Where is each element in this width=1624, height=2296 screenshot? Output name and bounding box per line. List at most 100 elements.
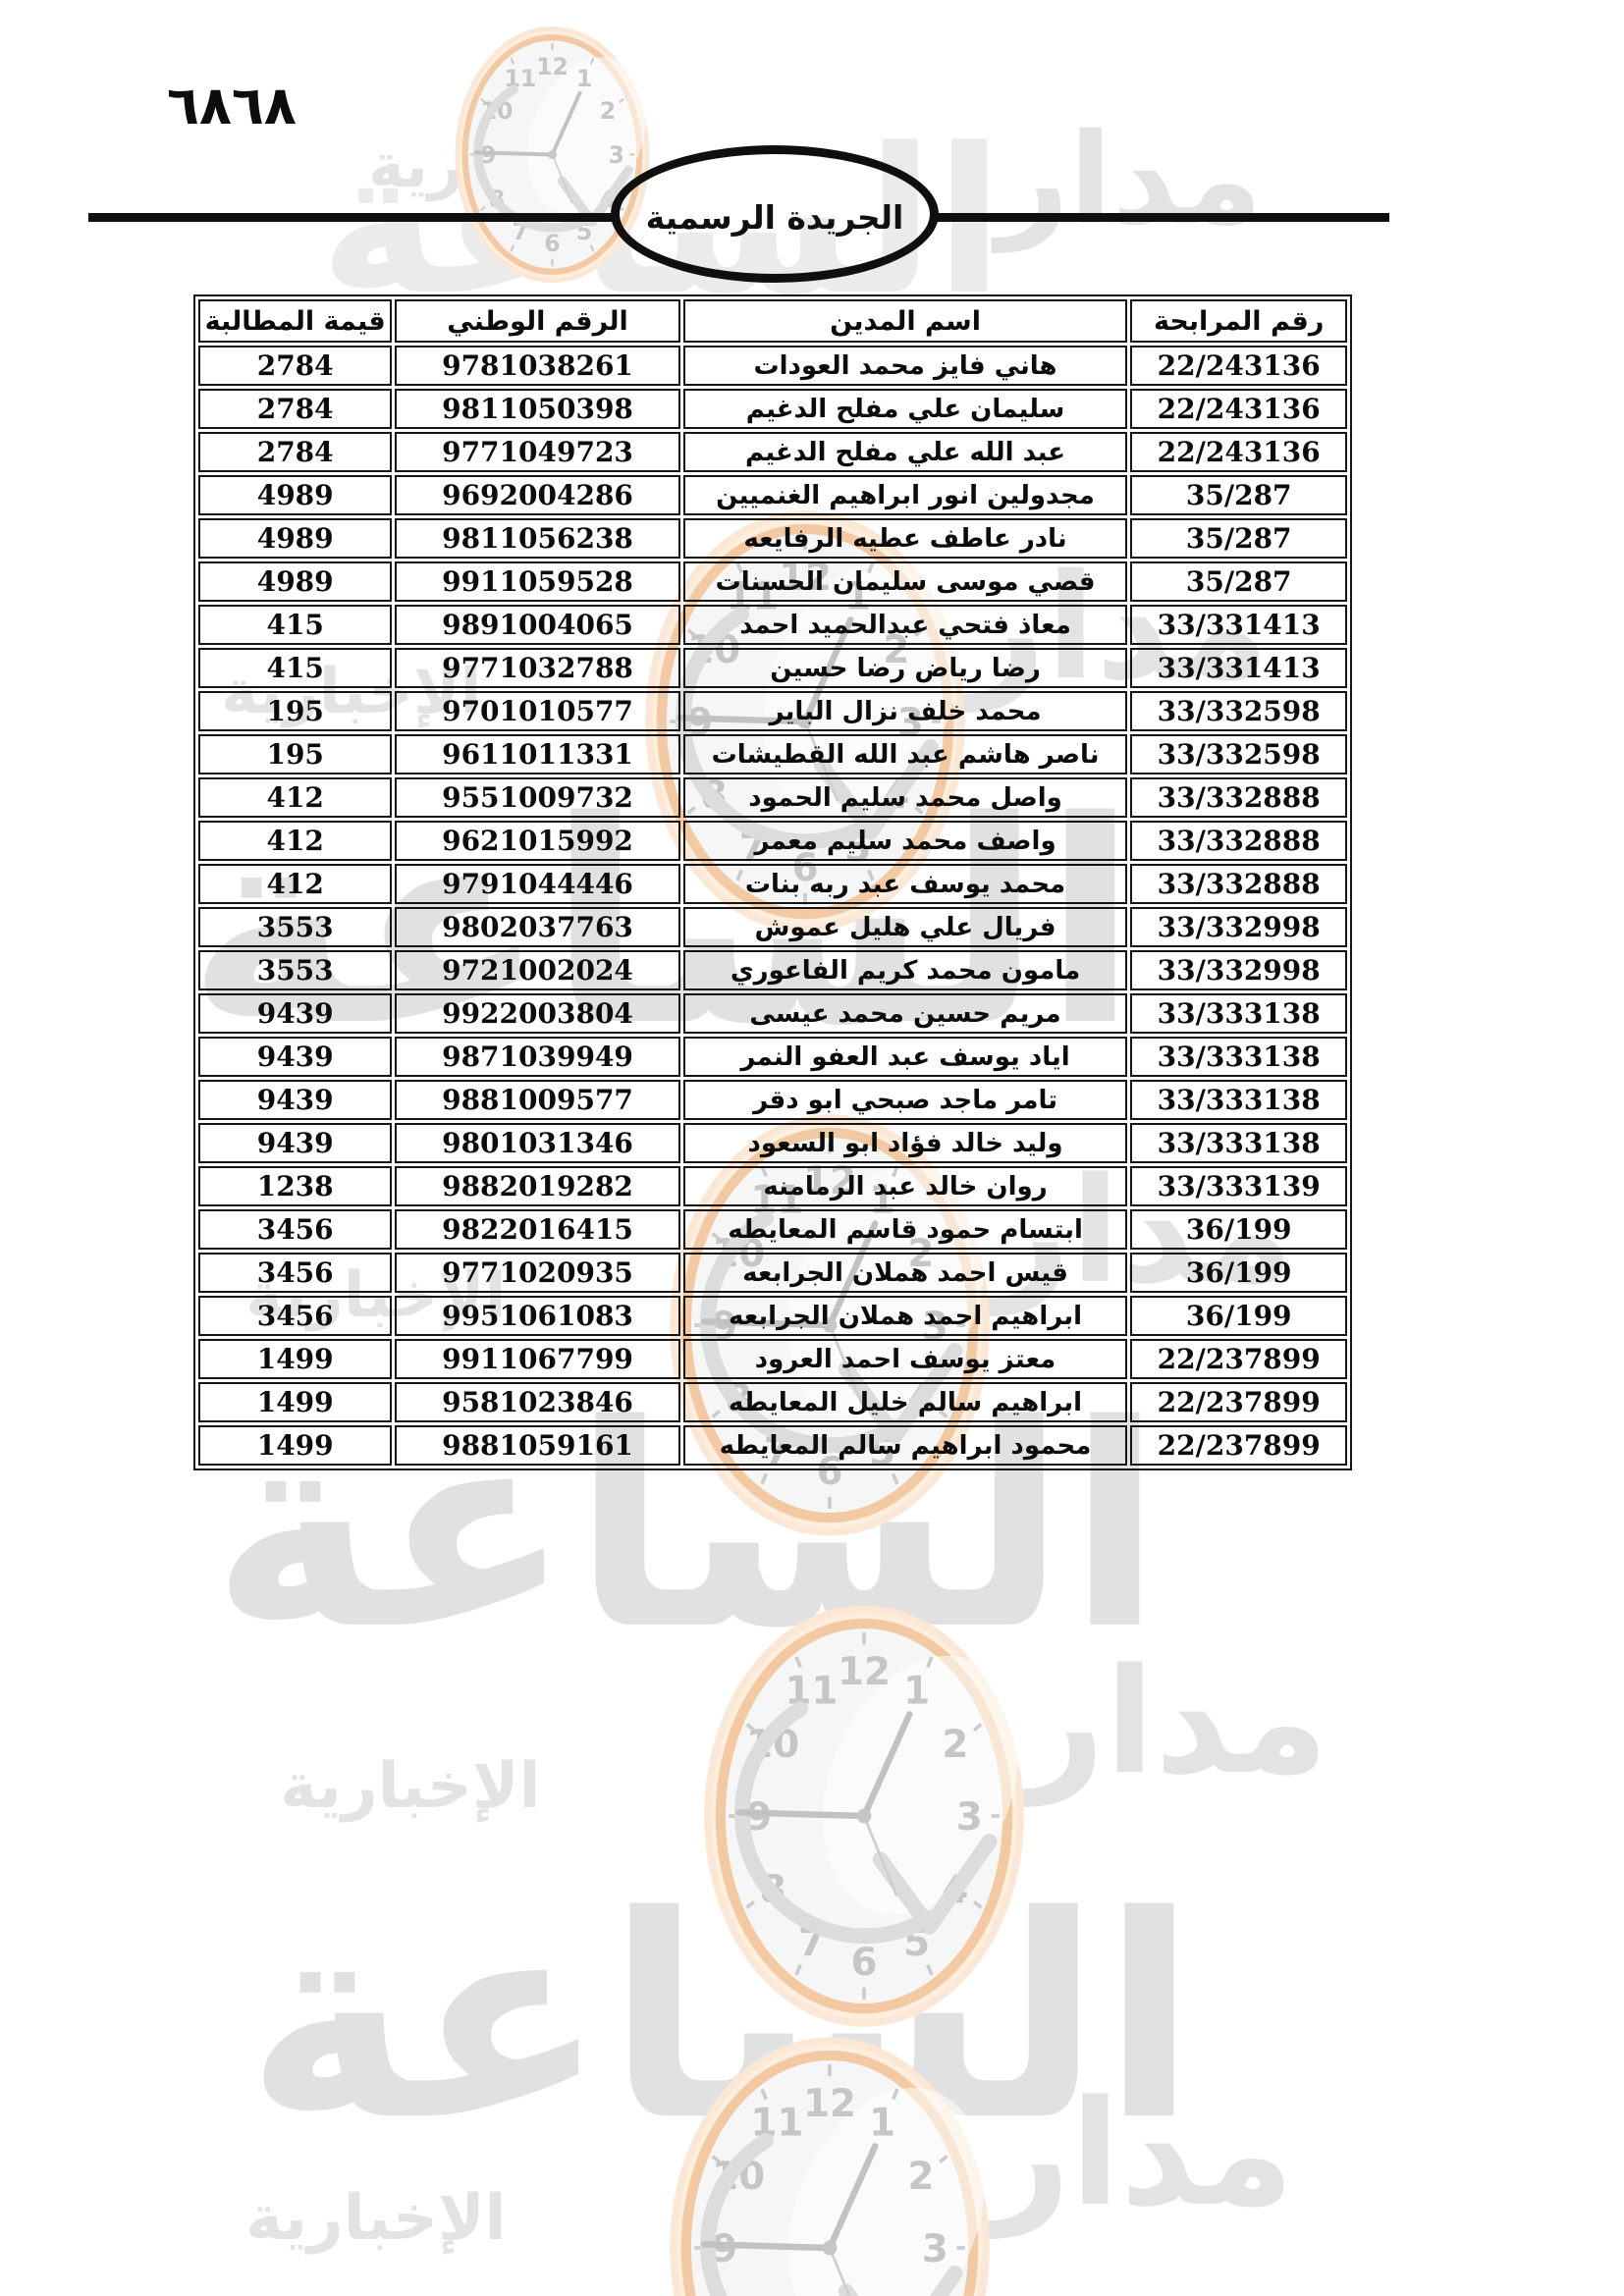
debtor-name-cell: محمود ابراهيم سالم المعايطه	[682, 1425, 1128, 1466]
murabaha-number-cell: 33/333138	[1130, 1080, 1347, 1120]
table-row: 33/333138 وليد خالد فؤاد ابو السعود 980103…	[198, 1123, 1347, 1163]
table-row: 33/332888 محمد يوسف عبد ربه بنات 979104444…	[198, 864, 1347, 904]
national-id-cell: 9611011331	[395, 734, 680, 774]
national-id-cell: 9621015992	[395, 821, 680, 861]
murabaha-number-cell: 35/287	[1130, 475, 1347, 515]
table-row: 33/333139 روان خالد عبد الرمامنه 988201928…	[198, 1166, 1347, 1206]
claim-value-cell: 2784	[198, 346, 393, 386]
debtor-name-cell: ابراهيم احمد هملان الجرابعه	[682, 1296, 1128, 1336]
claim-value-cell: 9439	[198, 993, 393, 1034]
table-row: 33/332888 واصل محمد سليم الحمود 9551009732…	[198, 777, 1347, 818]
claim-value-cell: 415	[198, 605, 393, 645]
claim-value-cell: 195	[198, 691, 393, 731]
murabaha-number-cell: 22/237899	[1130, 1382, 1347, 1422]
debtor-name-cell: قصي موسى سليمان الحسنات	[682, 561, 1128, 602]
murabaha-number-cell: 22/237899	[1130, 1339, 1347, 1379]
table-row: 35/287 قصي موسى سليمان الحسنات 9911059528 4…	[198, 561, 1347, 602]
national-id-cell: 9802037763	[395, 907, 680, 947]
national-id-cell: 9811050398	[395, 389, 680, 429]
table-row: 22/243136 عبد الله علي مفلح الدغيم 9771049…	[198, 432, 1347, 472]
murabaha-number-cell: 33/333139	[1130, 1166, 1347, 1206]
debtor-name-cell: وليد خالد فؤاد ابو السعود	[682, 1123, 1128, 1163]
murabaha-number-cell: 36/199	[1130, 1209, 1347, 1250]
gazette-banner: الجريدة الرسمية	[611, 145, 939, 283]
claim-value-cell: 412	[198, 864, 393, 904]
debtor-name-cell: محمد يوسف عبد ربه بنات	[682, 864, 1128, 904]
national-id-cell: 9701010577	[395, 691, 680, 731]
debtor-name-cell: مامون محمد كريم الفاعوري	[682, 950, 1128, 990]
debtor-name-cell: واصل محمد سليم الحمود	[682, 777, 1128, 818]
national-id-cell: 9721002024	[395, 950, 680, 990]
debtor-name-cell: سليمان علي مفلح الدغيم	[682, 389, 1128, 429]
header-claim-value: قيمة المطالبة	[198, 299, 393, 343]
murabaha-number-cell: 33/333138	[1130, 1037, 1347, 1077]
national-id-cell: 9781038261	[395, 346, 680, 386]
header-murabaha-number: رقم المرابحة	[1130, 299, 1347, 343]
table-row: 36/199 ابراهيم احمد هملان الجرابعه 9951061…	[198, 1296, 1347, 1336]
claim-value-cell: 1499	[198, 1425, 393, 1466]
debtor-name-cell: نادر عاطف عطيه الرفايعه	[682, 518, 1128, 559]
murabaha-number-cell: 22/237899	[1130, 1425, 1347, 1466]
national-id-cell: 9692004286	[395, 475, 680, 515]
table-row: 22/237899 محمود ابراهيم سالم المعايطه 9881…	[198, 1425, 1347, 1466]
murabaha-number-cell: 22/243136	[1130, 432, 1347, 472]
murabaha-number-cell: 33/332598	[1130, 734, 1347, 774]
murabaha-number-cell: 33/332888	[1130, 777, 1347, 818]
claim-value-cell: 4989	[198, 561, 393, 602]
claim-value-cell: 412	[198, 821, 393, 861]
murabaha-number-cell: 35/287	[1130, 518, 1347, 559]
debtor-name-cell: مريم حسين محمد عيسى	[682, 993, 1128, 1034]
table-row: 33/332998 مامون محمد كريم الفاعوري 9721002…	[198, 950, 1347, 990]
debtors-table: رقم المرابحة اسم المدين الرقم الوطني قيم…	[193, 294, 1352, 1470]
table-row: 35/287 مجدولين انور ابراهيم الغنميين 96920…	[198, 475, 1347, 515]
debtor-name-cell: ناصر هاشم عبد الله القطيشات	[682, 734, 1128, 774]
table-row: 33/332598 ناصر هاشم عبد الله القطيشات 9611…	[198, 734, 1347, 774]
gazette-banner-title: الجريدة الرسمية	[645, 197, 904, 237]
national-id-cell: 9881009577	[395, 1080, 680, 1120]
table-row: 22/243136 هاني فايز محمد العودات 978103826…	[198, 346, 1347, 386]
murabaha-number-cell: 33/332598	[1130, 691, 1347, 731]
murabaha-number-cell: 22/243136	[1130, 389, 1347, 429]
national-id-cell: 9791044446	[395, 864, 680, 904]
table-row: 33/333138 اياد يوسف عبد العفو النمر 987103…	[198, 1037, 1347, 1077]
national-id-cell: 9801031346	[395, 1123, 680, 1163]
claim-value-cell: 3553	[198, 950, 393, 990]
table-row: 33/333138 مريم حسين محمد عيسى 9922003804 94…	[198, 993, 1347, 1034]
claim-value-cell: 3456	[198, 1209, 393, 1250]
murabaha-number-cell: 33/332998	[1130, 950, 1347, 990]
debtor-name-cell: روان خالد عبد الرمامنه	[682, 1166, 1128, 1206]
murabaha-number-cell: 36/199	[1130, 1253, 1347, 1293]
debtor-name-cell: معتز يوسف احمد العرود	[682, 1339, 1128, 1379]
claim-value-cell: 3456	[198, 1296, 393, 1336]
national-id-cell: 9922003804	[395, 993, 680, 1034]
debtors-table-body: 22/243136 هاني فايز محمد العودات 978103826…	[198, 346, 1347, 1466]
debtor-name-cell: تامر ماجد صبحي ابو دقر	[682, 1080, 1128, 1120]
debtor-name-cell: ابراهيم سالم خليل المعايطه	[682, 1382, 1128, 1422]
claim-value-cell: 1238	[198, 1166, 393, 1206]
header-rule-left	[88, 213, 619, 222]
table-row: 36/199 ابتسام حمود قاسم المعايطه 982201641…	[198, 1209, 1347, 1250]
national-id-cell: 9891004065	[395, 605, 680, 645]
table-header-row: رقم المرابحة اسم المدين الرقم الوطني قيم…	[198, 299, 1347, 343]
claim-value-cell: 195	[198, 734, 393, 774]
claim-value-cell: 4989	[198, 475, 393, 515]
national-id-cell: 9581023846	[395, 1382, 680, 1422]
debtor-name-cell: محمد خلف نزال الباير	[682, 691, 1128, 731]
debtor-name-cell: اياد يوسف عبد العفو النمر	[682, 1037, 1128, 1077]
claim-value-cell: 3456	[198, 1253, 393, 1293]
murabaha-number-cell: 33/333138	[1130, 1123, 1347, 1163]
national-id-cell: 9911059528	[395, 561, 680, 602]
murabaha-number-cell: 33/332998	[1130, 907, 1347, 947]
murabaha-number-cell: 33/332888	[1130, 821, 1347, 861]
debtor-name-cell: هاني فايز محمد العودات	[682, 346, 1128, 386]
national-id-cell: 9822016415	[395, 1209, 680, 1250]
table-row: 33/331413 معاذ فتحي عبدالحميد احمد 9891004…	[198, 605, 1347, 645]
national-id-cell: 9871039949	[395, 1037, 680, 1077]
table-row: 33/331413 رضا رياض رضا حسين 9771032788 415	[198, 648, 1347, 688]
national-id-cell: 9882019282	[395, 1166, 680, 1206]
table-row: 22/237899 ابراهيم سالم خليل المعايطه 95810…	[198, 1382, 1347, 1422]
table-row: 35/287 نادر عاطف عطيه الرفايعه 9811056238 4…	[198, 518, 1347, 559]
table-row: 33/333138 تامر ماجد صبحي ابو دقر 988100957…	[198, 1080, 1347, 1120]
murabaha-number-cell: 33/332888	[1130, 864, 1347, 904]
